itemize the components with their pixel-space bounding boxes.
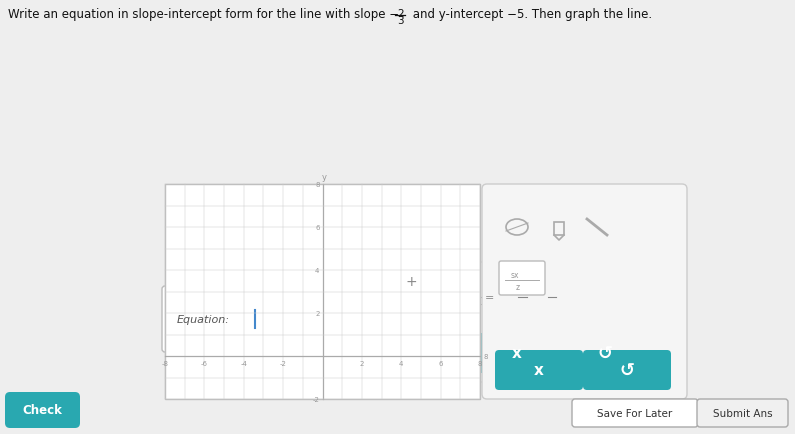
Text: -2: -2 [312, 396, 320, 402]
Bar [537, 298, 543, 304]
Bar [495, 297, 502, 304]
FancyBboxPatch shape [499, 261, 545, 295]
Text: x: x [534, 363, 544, 378]
Bar [549, 293, 555, 299]
FancyBboxPatch shape [572, 399, 698, 427]
FancyBboxPatch shape [495, 350, 583, 390]
Bar [165, 184, 480, 399]
Text: 4: 4 [399, 360, 403, 366]
FancyBboxPatch shape [5, 392, 80, 428]
Text: 8: 8 [483, 353, 487, 359]
FancyBboxPatch shape [583, 350, 671, 390]
Text: 2: 2 [397, 9, 404, 19]
Text: 6: 6 [438, 360, 443, 366]
Text: 6: 6 [315, 224, 320, 230]
Text: +: + [405, 274, 417, 288]
Text: z: z [516, 283, 520, 292]
Text: sx: sx [511, 270, 519, 279]
Text: Write an equation in slope-intercept form for the line with slope −: Write an equation in slope-intercept for… [8, 8, 399, 21]
Bar [519, 293, 526, 300]
FancyBboxPatch shape [561, 333, 649, 373]
FancyBboxPatch shape [697, 399, 788, 427]
FancyBboxPatch shape [460, 263, 670, 382]
Text: -2: -2 [280, 360, 286, 366]
Text: 8: 8 [478, 360, 483, 366]
Text: 4: 4 [315, 267, 320, 273]
FancyBboxPatch shape [482, 184, 687, 399]
Bar [479, 297, 486, 304]
Text: Check: Check [22, 404, 63, 417]
Text: ↺: ↺ [619, 361, 634, 379]
Text: Equation:: Equation: [177, 314, 230, 324]
Text: -4: -4 [240, 360, 247, 366]
Text: Submit Ans: Submit Ans [712, 408, 772, 418]
Text: -8: -8 [161, 360, 169, 366]
Text: =: = [484, 293, 494, 302]
Bar [549, 301, 555, 307]
Text: y: y [322, 173, 327, 181]
Text: 3: 3 [397, 16, 404, 26]
Text: -6: -6 [201, 360, 207, 366]
Text: Save For Later: Save For Later [597, 408, 673, 418]
Bar [519, 302, 526, 309]
Text: 2: 2 [359, 360, 364, 366]
Text: 8: 8 [315, 181, 320, 187]
FancyBboxPatch shape [473, 333, 561, 373]
Text: x: x [512, 346, 522, 361]
Text: 2: 2 [315, 310, 320, 316]
Text: ↺: ↺ [597, 344, 613, 362]
Text: and y-intercept −5. Then graph the line.: and y-intercept −5. Then graph the line. [409, 8, 652, 21]
FancyBboxPatch shape [162, 286, 463, 352]
